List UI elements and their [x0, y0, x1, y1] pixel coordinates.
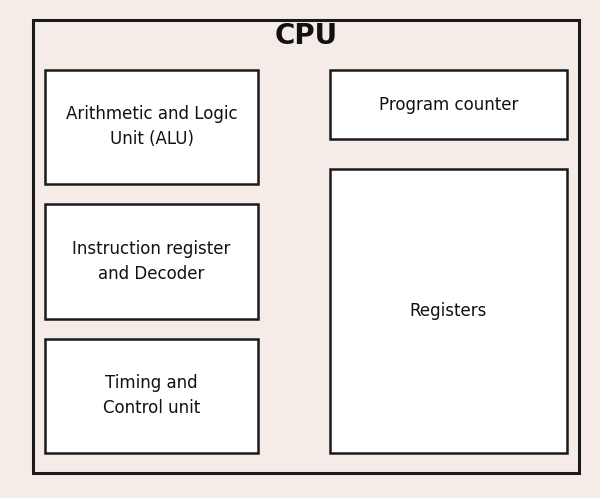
Text: Registers: Registers: [410, 302, 487, 320]
Text: CPU: CPU: [274, 22, 338, 50]
FancyBboxPatch shape: [330, 70, 567, 139]
Text: Program counter: Program counter: [379, 96, 518, 114]
Text: Arithmetic and Logic
Unit (ALU): Arithmetic and Logic Unit (ALU): [65, 106, 238, 148]
FancyBboxPatch shape: [330, 169, 567, 453]
Text: Timing and
Control unit: Timing and Control unit: [103, 374, 200, 417]
FancyBboxPatch shape: [45, 339, 258, 453]
FancyBboxPatch shape: [45, 70, 258, 184]
Text: Instruction register
and Decoder: Instruction register and Decoder: [73, 240, 230, 283]
FancyBboxPatch shape: [33, 20, 579, 473]
FancyBboxPatch shape: [45, 204, 258, 319]
